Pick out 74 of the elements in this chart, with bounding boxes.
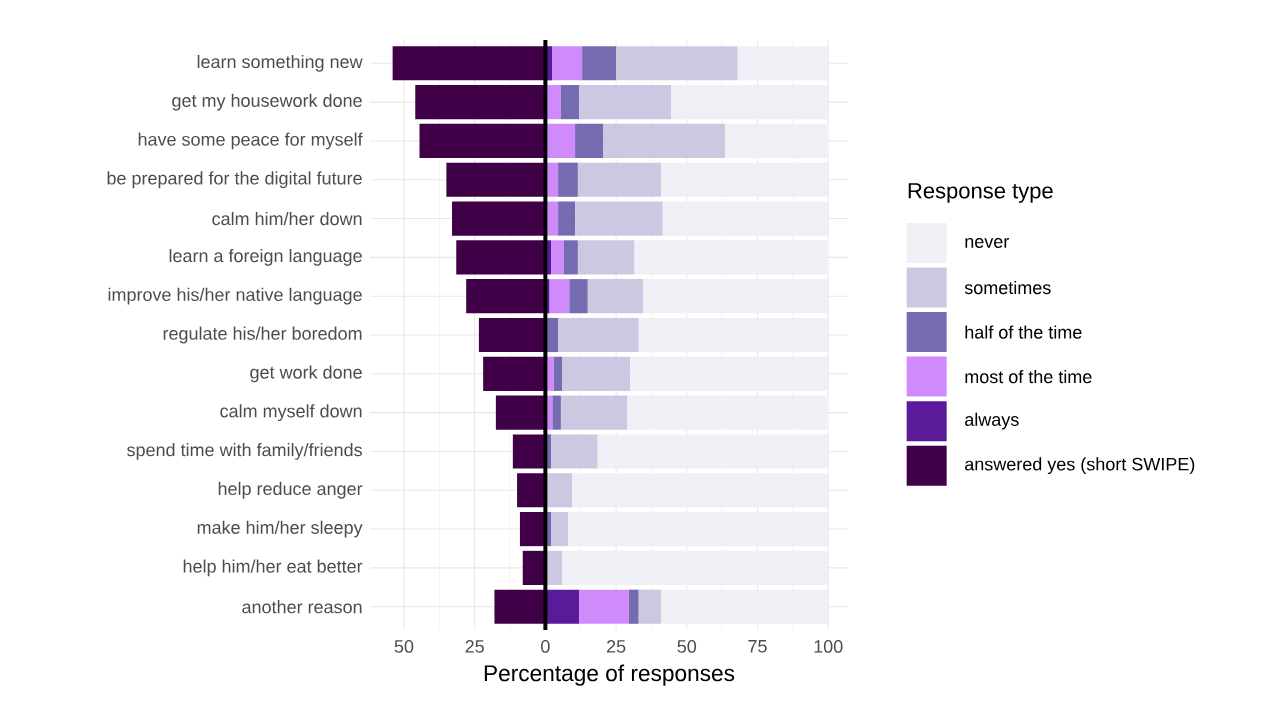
bar	[560, 85, 580, 120]
bar	[545, 589, 580, 624]
x-tick-label: 50	[394, 640, 414, 653]
x-tick-label: 0	[541, 640, 550, 653]
legend-label: most of the time	[965, 369, 1092, 384]
bar	[392, 46, 546, 81]
bar	[549, 279, 570, 314]
bar	[616, 46, 738, 81]
bar	[519, 512, 546, 547]
bar	[577, 240, 635, 275]
bar	[512, 434, 546, 469]
bar	[558, 162, 578, 197]
bar	[551, 240, 564, 275]
y-tick-label: have some peace for myself	[138, 132, 363, 150]
bar	[456, 240, 546, 275]
y-tick-label: regulate his/her boredom	[163, 326, 362, 344]
bar	[419, 123, 546, 159]
bar	[478, 317, 546, 353]
bar	[551, 434, 598, 469]
y-tick-label: improve his/her native language	[108, 287, 362, 305]
y-tick-label: another reason	[242, 600, 362, 614]
bar	[575, 201, 663, 236]
x-tick-label: 25	[465, 640, 484, 653]
y-tick-label: learn a foreign language	[169, 248, 362, 266]
bar	[562, 356, 631, 391]
bar	[552, 46, 583, 81]
bar	[575, 123, 604, 159]
bar	[577, 162, 662, 197]
legend-label: sometimes	[964, 280, 1051, 295]
legend-title: Response type	[908, 183, 1053, 203]
bar	[563, 240, 578, 275]
legend-label: never	[965, 238, 1009, 248]
bar	[552, 395, 561, 430]
bar	[545, 473, 573, 508]
y-tick-label: be prepared for the digital future	[107, 171, 362, 189]
bar	[452, 201, 546, 236]
bar	[638, 589, 662, 624]
y-tick-label: help him/her eat better	[183, 559, 363, 577]
legend-label: answered yes (short SWIPE)	[965, 457, 1195, 475]
bar	[483, 356, 546, 391]
bar	[603, 123, 725, 159]
bar	[415, 85, 546, 120]
y-tick-label: get my housework done	[172, 93, 362, 111]
y-tick-label: spend time with family/friends	[127, 443, 362, 460]
bar	[587, 279, 643, 314]
x-tick-label: 25	[606, 640, 626, 653]
y-tick-label: help reduce anger	[218, 481, 363, 499]
bar	[545, 123, 576, 159]
bar	[628, 589, 639, 624]
bar	[551, 512, 568, 547]
x-tick-label: 75	[748, 640, 767, 653]
bar	[553, 356, 563, 391]
bar	[558, 201, 576, 236]
y-tick-label: calm him/her down	[212, 211, 362, 226]
legend-label: half of the time	[965, 325, 1082, 339]
bar	[579, 589, 629, 624]
y-tick-label: calm myself down	[220, 404, 362, 422]
bar	[466, 279, 546, 314]
bar	[560, 395, 628, 430]
legend-label: always	[965, 412, 1019, 430]
bar	[569, 279, 588, 314]
y-tick-label: get work done	[250, 365, 362, 383]
bar	[582, 46, 617, 81]
x-axis-title: Percentage of responses	[484, 664, 735, 686]
y-tick-label: make him/her sleepy	[197, 520, 363, 538]
bar	[558, 317, 639, 353]
bar	[494, 589, 546, 624]
bar	[446, 162, 546, 197]
bar	[495, 395, 546, 430]
y-tick-label: learn something new	[197, 54, 363, 72]
x-tick-label: 100	[814, 640, 843, 653]
bar	[517, 473, 546, 508]
bar	[579, 85, 672, 120]
x-tick-label: 50	[677, 640, 697, 653]
